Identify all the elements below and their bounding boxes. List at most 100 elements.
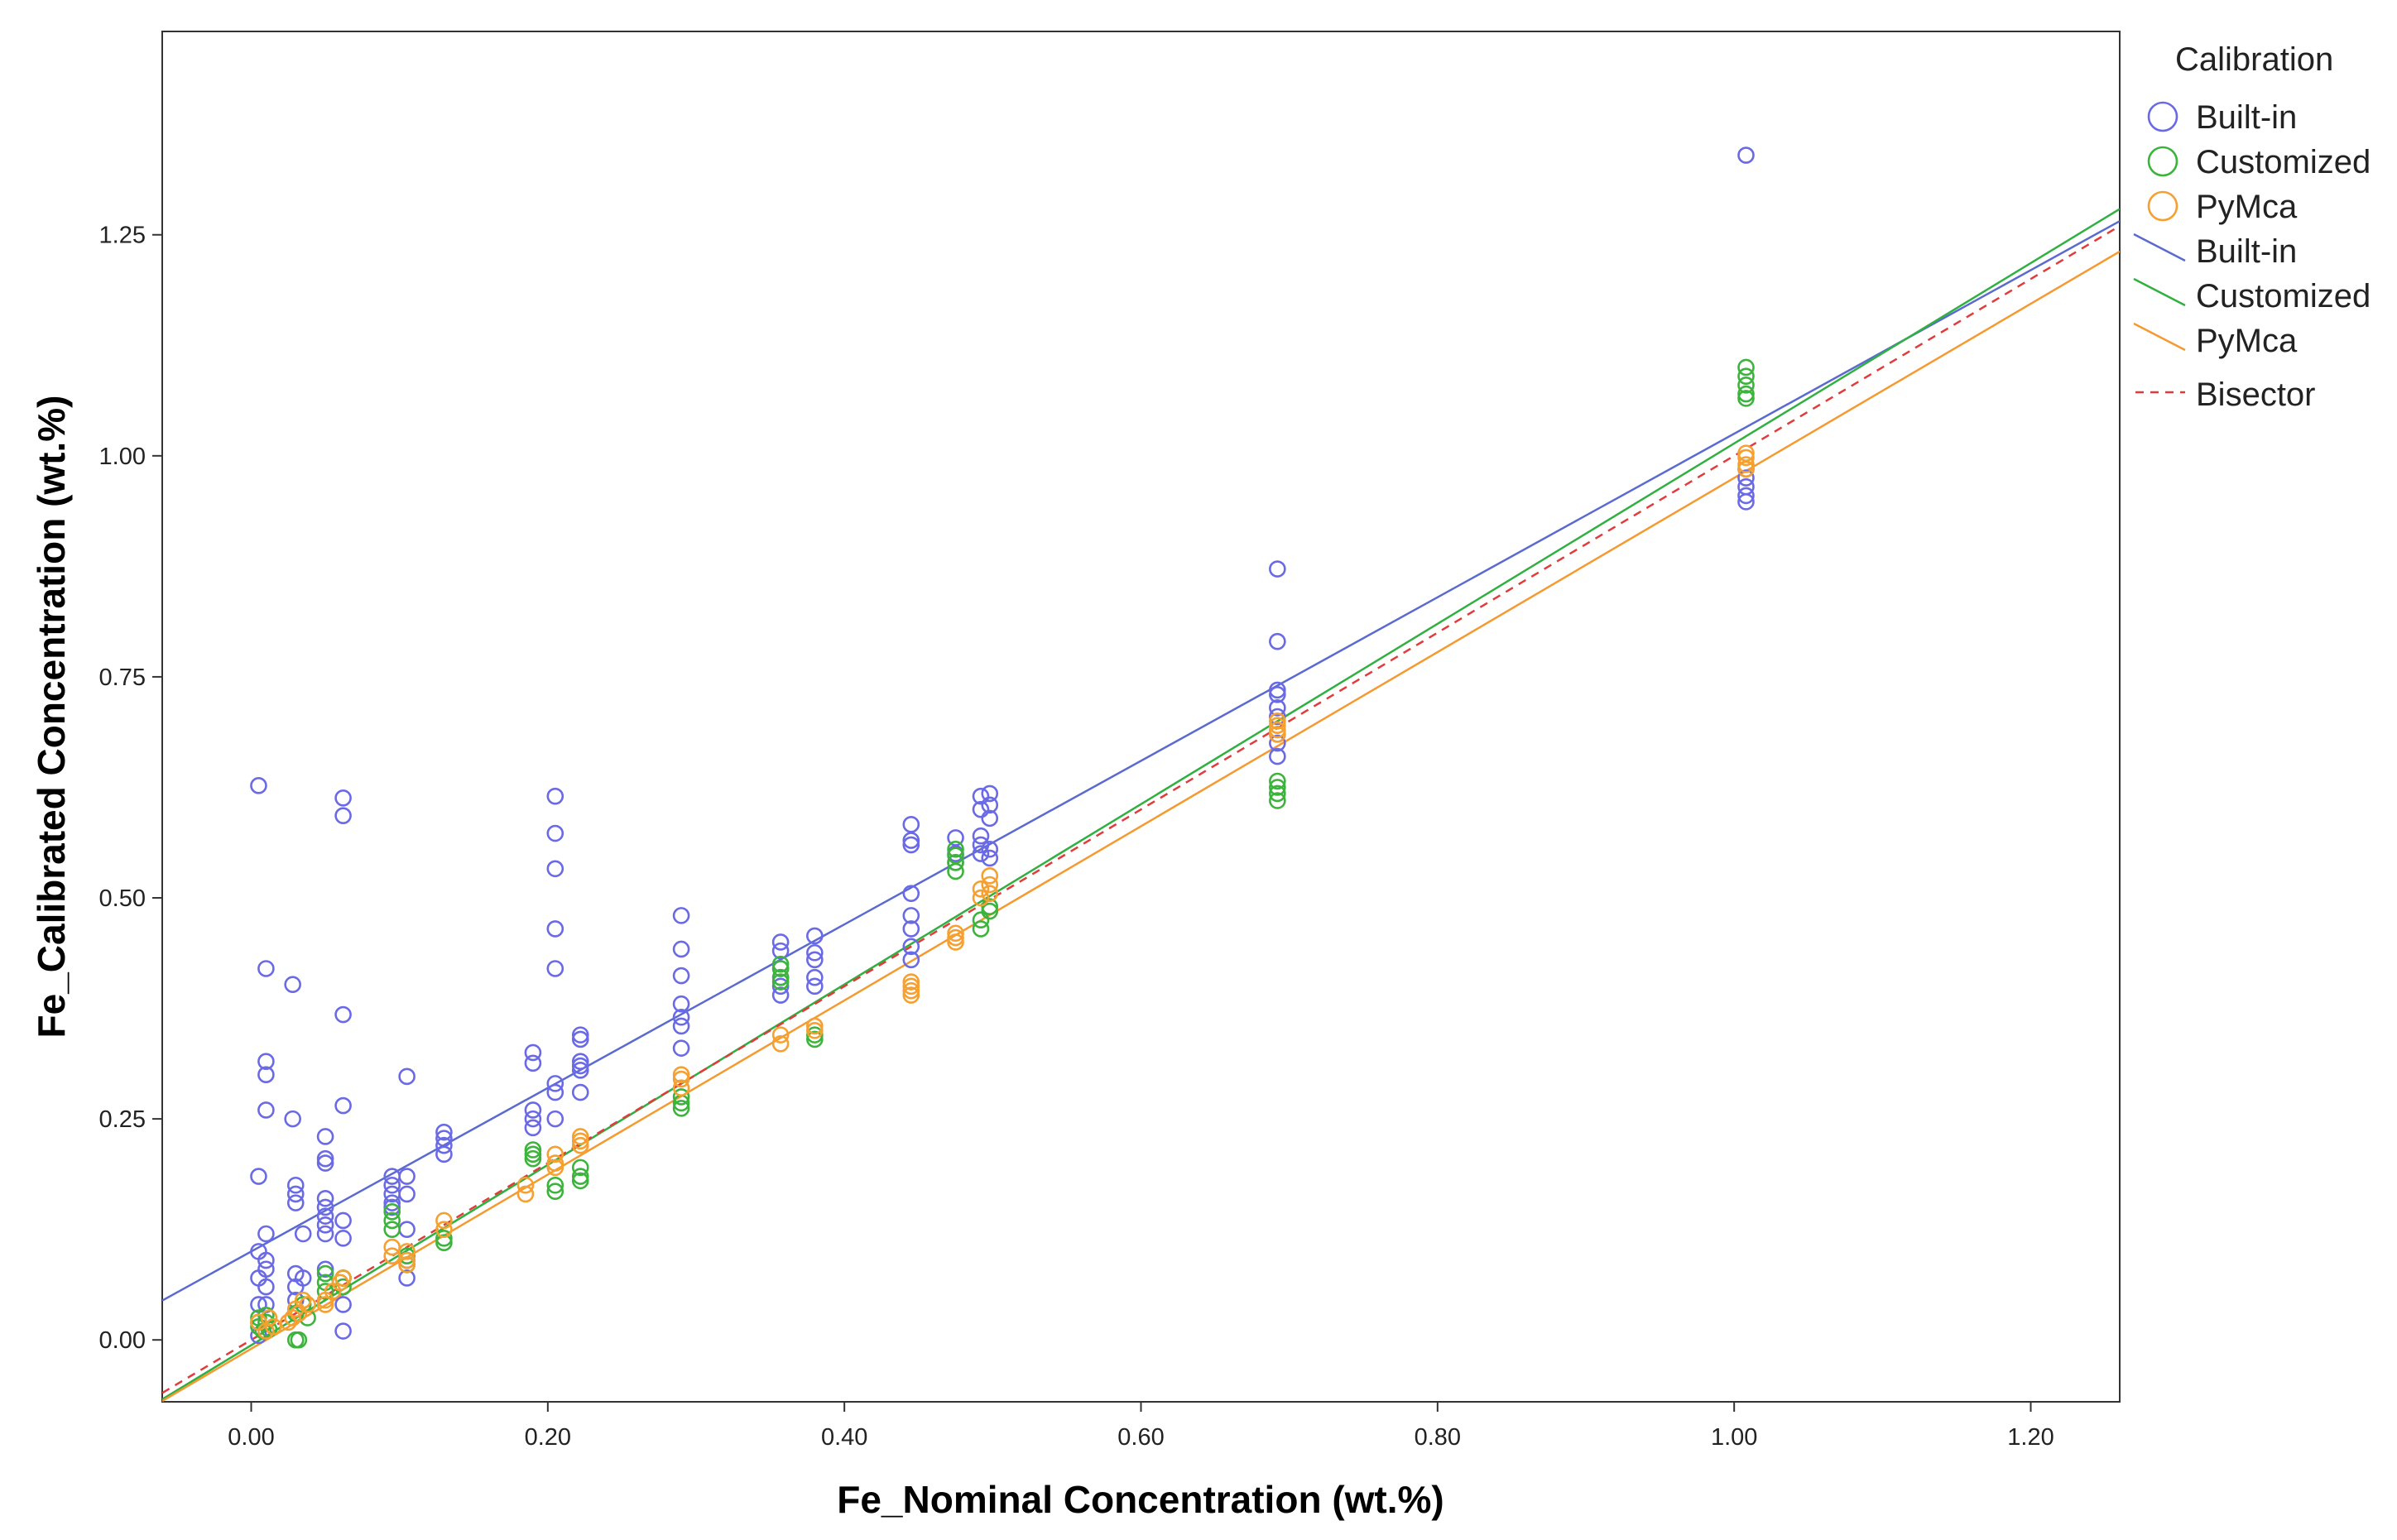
point-customized: [1737, 385, 1755, 403]
legend-label: PyMca: [2196, 189, 2298, 225]
point-customized: [771, 960, 790, 977]
point-built-in: [316, 1128, 334, 1145]
point-built-in: [902, 907, 920, 924]
point-customized: [1269, 784, 1286, 803]
x-tick-label: 1.20: [2007, 1424, 2054, 1451]
point-pymca: [316, 1296, 334, 1313]
point-built-in: [334, 789, 352, 807]
point-built-in: [398, 1067, 416, 1086]
legend: Calibration Built-in Customized PyMca Built…: [2133, 41, 2371, 413]
point-built-in: [902, 951, 920, 969]
point-built-in: [771, 977, 790, 995]
fit-line-pymca: [162, 250, 2120, 1402]
point-pymca: [265, 1317, 282, 1336]
point-customized: [524, 1145, 542, 1163]
x-tick-label: 0.60: [1117, 1424, 1164, 1451]
point-pymca: [571, 1136, 589, 1154]
point-pymca: [981, 876, 999, 894]
point-pymca: [947, 928, 964, 947]
point-pymca: [294, 1291, 312, 1309]
point-built-in: [316, 1198, 334, 1216]
legend-marker: [2147, 190, 2178, 222]
point-pymca: [902, 977, 920, 995]
y-tick-label: 0.50: [99, 885, 146, 912]
plot-area-frame: [161, 31, 2121, 1403]
point-built-in: [546, 920, 564, 938]
point-pymca: [546, 1154, 564, 1172]
point-customized: [571, 1168, 589, 1185]
point-pymca: [672, 1079, 690, 1097]
point-built-in: [435, 1136, 453, 1154]
fit-line-built-in: [162, 220, 2120, 1302]
point-built-in: [257, 960, 275, 977]
point-customized: [672, 1099, 690, 1117]
point-customized: [1269, 779, 1286, 796]
point-built-in: [972, 827, 990, 845]
point-pymca: [383, 1238, 401, 1256]
point-customized: [806, 1026, 824, 1043]
point-customized: [383, 1221, 401, 1238]
point-pymca: [435, 1221, 453, 1238]
point-pymca: [260, 1309, 278, 1327]
point-built-in: [902, 920, 920, 938]
point-customized: [435, 1230, 453, 1247]
point-built-in: [294, 1225, 312, 1243]
point-built-in: [257, 1053, 275, 1070]
point-built-in: [546, 1075, 564, 1092]
point-customized: [1737, 367, 1755, 385]
point-pymca: [771, 1035, 790, 1053]
point-built-in: [286, 1185, 305, 1203]
point-built-in: [334, 807, 352, 824]
point-built-in: [981, 840, 999, 858]
point-pymca: [398, 1243, 416, 1260]
point-pymca: [902, 973, 920, 991]
point-customized: [771, 955, 790, 973]
point-built-in: [771, 986, 790, 1004]
point-customized: [546, 1183, 564, 1201]
point-built-in: [1269, 734, 1286, 752]
point-built-in: [286, 1176, 305, 1194]
x-tick-label: 0.20: [525, 1424, 571, 1451]
point-customized: [1737, 377, 1755, 394]
point-built-in: [902, 836, 920, 854]
point-built-in: [1737, 146, 1755, 164]
point-customized: [947, 840, 964, 858]
point-built-in: [902, 832, 920, 849]
point-built-in: [546, 860, 564, 878]
point-built-in: [1269, 681, 1286, 699]
point-built-in: [257, 1066, 275, 1083]
point-built-in: [571, 1062, 589, 1079]
point-built-in: [1737, 493, 1755, 511]
point-customized: [1269, 792, 1286, 809]
point-built-in: [257, 1260, 275, 1279]
point-pymca: [299, 1296, 316, 1313]
point-built-in: [316, 1225, 334, 1243]
point-built-in: [524, 1101, 542, 1119]
x-tick-label: 0.80: [1415, 1424, 1461, 1451]
point-customized: [1269, 772, 1286, 790]
point-pymca: [334, 1269, 352, 1287]
point-built-in: [672, 940, 690, 958]
point-built-in: [524, 1119, 542, 1137]
point-pymca: [1269, 717, 1286, 734]
point-built-in: [250, 1168, 267, 1185]
point-customized: [672, 1088, 690, 1106]
point-customized: [1737, 358, 1755, 377]
point-built-in: [981, 809, 999, 828]
point-built-in: [672, 995, 690, 1013]
point-built-in: [257, 1278, 275, 1296]
regression-lines: [162, 208, 2120, 1402]
point-built-in: [672, 1039, 690, 1057]
point-built-in: [672, 967, 690, 985]
point-built-in: [546, 787, 564, 805]
point-built-in: [316, 1154, 334, 1172]
point-customized: [947, 862, 964, 880]
point-customized: [771, 968, 790, 986]
point-built-in: [435, 1145, 453, 1163]
x-tick-label: 0.00: [228, 1424, 274, 1451]
point-built-in: [334, 1296, 352, 1313]
y-tick-label: 1.00: [99, 444, 146, 470]
point-pymca: [516, 1185, 535, 1203]
point-customized: [571, 1159, 589, 1177]
point-built-in: [546, 824, 564, 842]
